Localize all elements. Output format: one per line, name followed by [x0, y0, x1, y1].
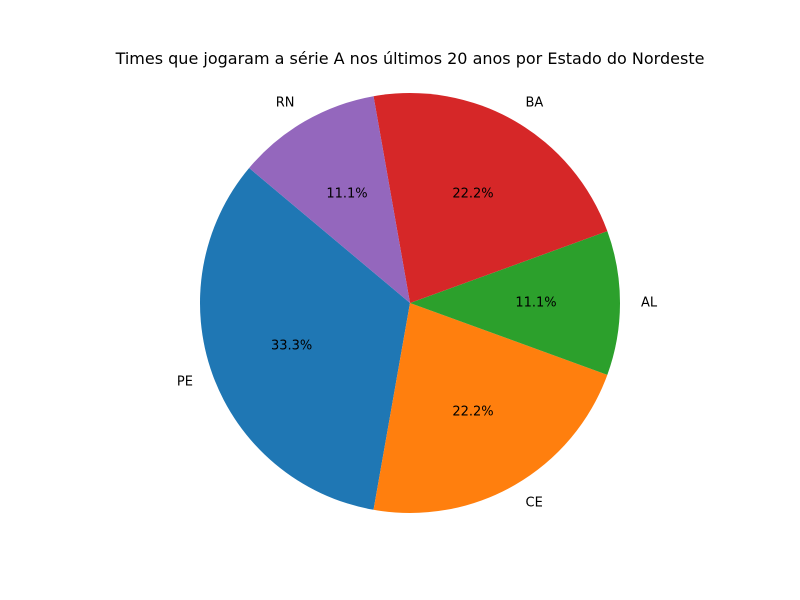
pct-label-ce: 22.2%	[452, 405, 493, 420]
pct-label-rn: 11.1%	[326, 186, 367, 201]
pct-label-ba: 22.2%	[452, 186, 493, 201]
slice-label-pe: PE	[177, 375, 193, 390]
chart-title: Times que jogaram a série A nos últimos …	[115, 49, 705, 68]
pct-label-pe: 33.3%	[271, 339, 312, 354]
pie-slices	[200, 93, 620, 513]
slice-label-rn: RN	[276, 95, 295, 110]
slice-label-ce: CE	[526, 496, 543, 511]
pct-label-al: 11.1%	[515, 296, 556, 311]
slice-label-ba: BA	[526, 95, 544, 110]
slice-label-al: AL	[641, 296, 658, 311]
